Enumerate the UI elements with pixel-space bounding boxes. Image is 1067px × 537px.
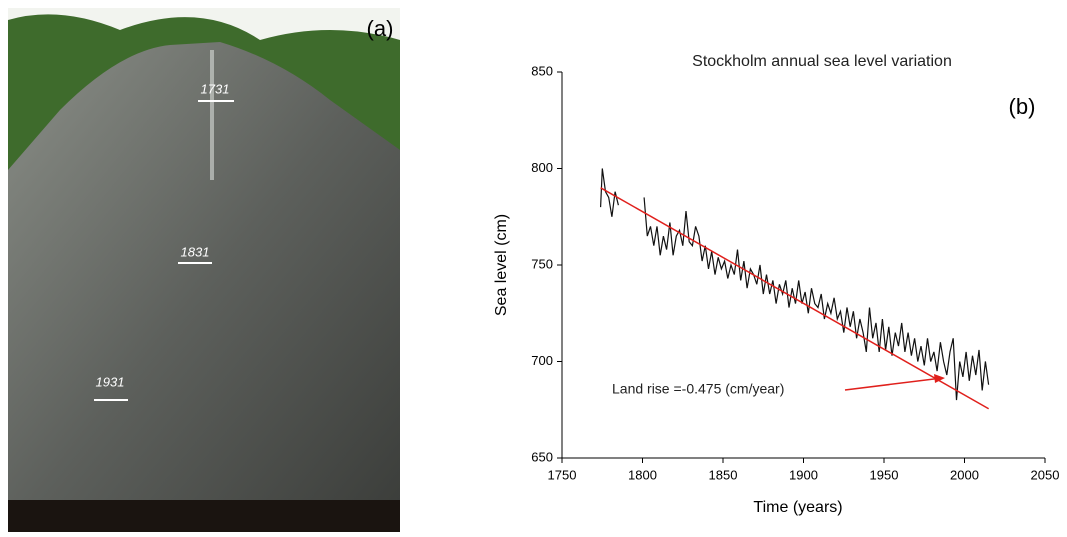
panel-label: (a) <box>367 16 394 41</box>
y-tick-label: 700 <box>531 353 553 368</box>
water <box>8 500 400 532</box>
x-tick-label: 2000 <box>950 467 979 482</box>
x-tick-label: 1950 <box>870 467 899 482</box>
y-tick-label: 850 <box>531 63 553 78</box>
x-tick-label: 1750 <box>548 467 577 482</box>
x-tick-label: 1800 <box>628 467 657 482</box>
y-tick-label: 750 <box>531 256 553 271</box>
trend-line <box>600 187 990 410</box>
panel-label: (b) <box>1009 94 1036 119</box>
rock <box>8 42 400 532</box>
y-axis-title: Sea level (cm) <box>493 214 510 316</box>
x-tick-label: 1850 <box>709 467 738 482</box>
data-line <box>600 168 990 401</box>
inscription: 1931 <box>96 374 125 389</box>
annotation: Land rise =-0.475 (cm/year) <box>612 381 784 397</box>
photo: (a) 1731 1831 1931 <box>8 8 400 532</box>
x-tick-label: 1900 <box>789 467 818 482</box>
inscription: 1831 <box>181 244 210 259</box>
chart: Stockholm annual sea level variation (b)… <box>493 53 1059 516</box>
y-tick-label: 800 <box>531 160 553 175</box>
x-axis-title: Time (years) <box>753 499 842 516</box>
inscription: 1731 <box>201 81 230 96</box>
arrow-head <box>934 374 945 383</box>
annotation-arrow <box>844 377 943 391</box>
x-tick-label: 2050 <box>1031 467 1060 482</box>
chart-title: Stockholm annual sea level variation <box>692 53 952 70</box>
y-tick-label: 650 <box>531 449 553 464</box>
